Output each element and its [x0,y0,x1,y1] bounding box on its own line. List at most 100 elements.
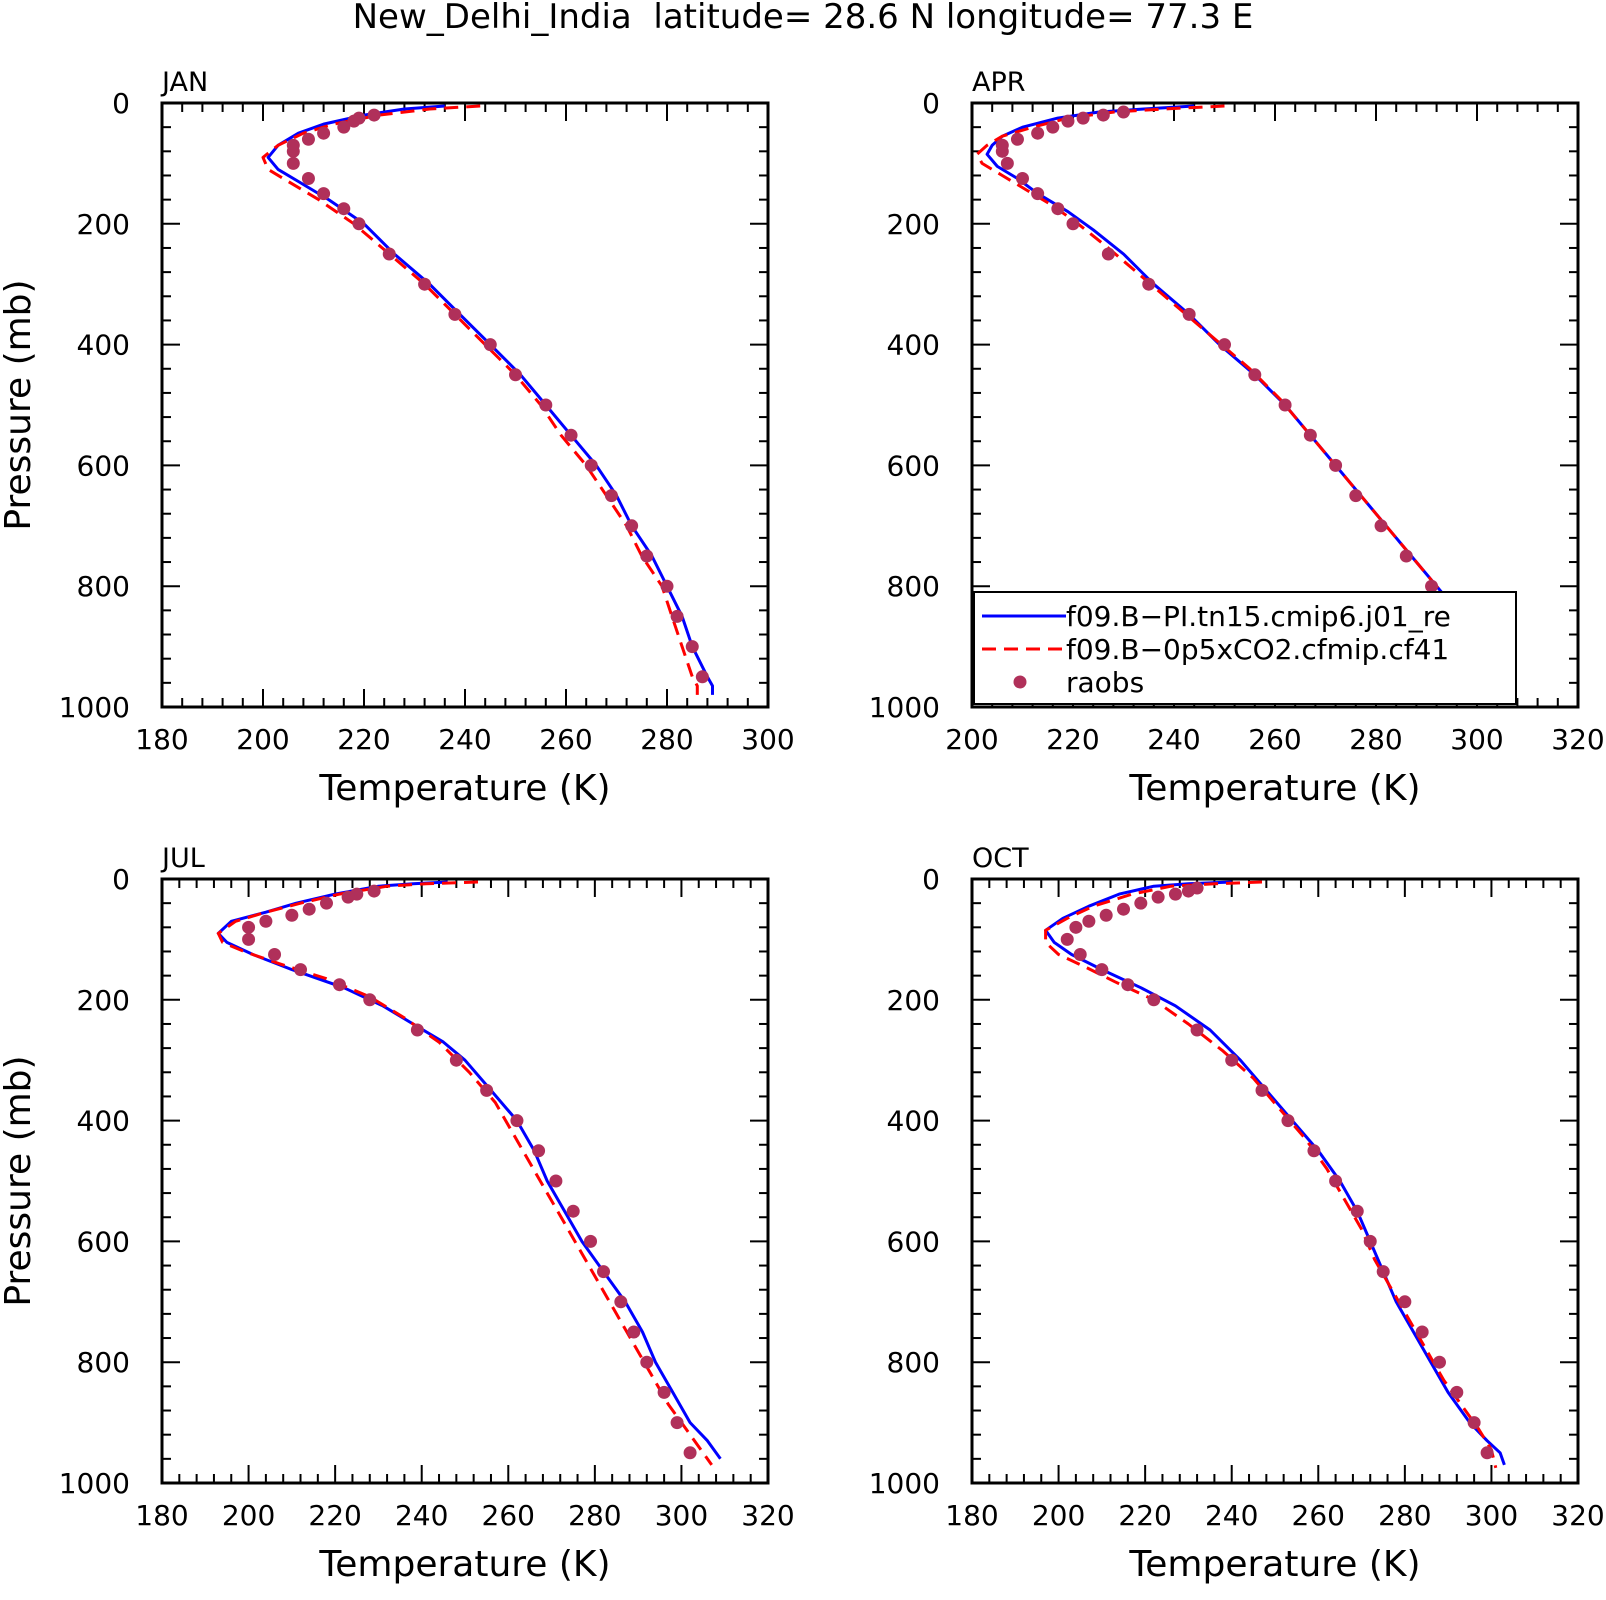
raobs-point [1099,908,1113,922]
raobs-point [1061,114,1075,128]
raobs-point [510,1114,524,1128]
raobs-point [1073,948,1087,961]
raobs-point [317,126,331,140]
raobs-point [268,948,282,961]
raobs-point [347,114,361,128]
x-tick-label: 180 [135,1499,188,1532]
x-tick-label: 240 [1147,723,1200,756]
raobs-point [660,579,674,593]
panel-oct: OCT 180 200 220 240 260 280 300 320 0 200 400 600 800… [869,843,1605,1585]
raobs-point [604,489,618,503]
raobs-point [584,458,598,472]
raobs-point [1096,108,1110,122]
plot-area [261,104,714,695]
legend-label: f09.B−PI.tn15.cmip6.j01_re [1066,600,1451,633]
y-tick-label: 800 [77,570,130,603]
raobs-point [337,202,351,216]
raobs-point [1031,126,1045,140]
raobs-point [1121,978,1135,992]
raobs-point [294,963,308,977]
panel-jan: JAN 180 200 220 240 260 280 300 0 200 400 600 800 100… [0,67,795,809]
raobs-point [640,549,654,563]
raobs-point [1168,887,1182,901]
raobs-point [1046,120,1060,134]
raobs-point [1349,489,1363,503]
x-tick-label: 220 [308,1499,361,1532]
raobs-point [1000,156,1014,170]
x-tick-label: 280 [568,1499,621,1532]
raobs-point [1248,368,1262,382]
plot-area [216,880,722,1466]
raobs-point [1432,1355,1446,1369]
legend-marker [1013,675,1027,689]
raobs-point [1134,896,1148,910]
raobs-point [1066,217,1080,231]
x-tick-label: 300 [1450,723,1503,756]
raobs-point [614,1295,628,1309]
legend-label: f09.B−0p5xCO2.cfmip.cf41 [1066,633,1449,666]
x-tick-label: 280 [640,723,693,756]
raobs-point [1142,277,1156,291]
raobs-point [367,108,381,122]
raobs-point [1060,932,1074,946]
y-tick-label: 600 [77,1225,130,1258]
raobs-point [1399,549,1413,563]
x-tick-label: 260 [1292,1499,1345,1532]
raobs-point [1398,1295,1412,1309]
x-tick-label: 300 [1465,1499,1518,1532]
raobs-point [564,428,578,442]
x-tick-label: 240 [438,723,491,756]
raobs-point [1376,1265,1390,1279]
plot-frame [160,877,770,1485]
raobs-point [584,1234,598,1248]
y-tick-label: 0 [112,863,130,896]
raobs-point [337,120,351,134]
raobs-point [242,920,256,934]
raobs-point [317,187,331,201]
raobs-point [301,132,315,146]
y-axis-label: Pressure (mb) [0,279,39,530]
x-tick-label: 260 [1248,723,1301,756]
raobs-point [1010,132,1024,146]
raobs-point [1225,1053,1239,1067]
x-tick-label: 200 [945,723,998,756]
raobs-point [539,398,553,412]
raobs-point [286,156,300,170]
y-tick-label: 800 [887,570,940,603]
raobs-point [1480,1446,1494,1460]
raobs-point [301,172,315,185]
raobs-point [1363,1234,1377,1248]
x-axis-label: Temperature (K) [1128,1544,1420,1585]
raobs-point [995,144,1009,158]
y-tick-label: 800 [887,1346,940,1379]
y-tick-label: 1000 [59,1467,130,1500]
x-tick-label: 260 [482,1499,535,1532]
raobs-point [352,217,366,231]
series-line-pi [1044,880,1506,1466]
y-tick-label: 1000 [869,691,940,724]
raobs-point [332,978,346,992]
legend-label: raobs [1066,666,1144,699]
raobs-point [1117,902,1130,916]
panel-title: OCT [972,843,1029,874]
raobs-point [1082,914,1096,928]
y-tick-label: 1000 [59,691,130,724]
raobs-point [1095,963,1109,977]
raobs-point [285,908,299,922]
raobs-point [1147,993,1161,1007]
panel-jul: JUL 180 200 220 240 260 280 300 320 0 200 400 600 800… [0,843,795,1585]
raobs-point [286,144,300,158]
x-tick-label: 240 [395,1499,448,1532]
x-tick-label: 200 [236,723,289,756]
y-tick-label: 200 [887,208,940,241]
raobs-point [1181,884,1195,898]
x-tick-label: 180 [945,1499,998,1532]
raobs-point [1329,1174,1343,1188]
y-axis-label: Pressure (mb) [0,1055,39,1306]
raobs-point [483,338,497,352]
x-axis-label: Temperature (K) [318,1544,610,1585]
y-tick-label: 1000 [869,1467,940,1500]
x-tick-label: 220 [337,723,390,756]
y-tick-label: 400 [77,1105,130,1138]
panel-title: APR [972,67,1026,98]
